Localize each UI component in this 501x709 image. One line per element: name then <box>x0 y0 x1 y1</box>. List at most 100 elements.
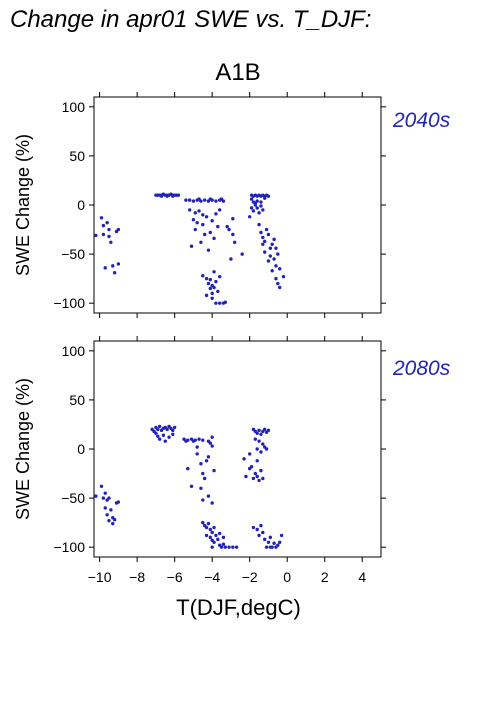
data-point <box>266 259 271 263</box>
data-point <box>261 530 265 535</box>
data-point <box>264 227 269 232</box>
data-point <box>206 248 211 252</box>
data-point <box>176 193 181 197</box>
data-point <box>206 521 211 526</box>
data-point <box>244 474 248 479</box>
data-point <box>276 281 280 286</box>
data-point <box>109 240 113 245</box>
data-point <box>264 447 269 451</box>
data-point <box>268 545 273 549</box>
data-point <box>276 252 280 256</box>
data-point <box>157 424 162 429</box>
data-point <box>270 269 274 273</box>
data-point <box>262 537 267 542</box>
data-point <box>232 240 237 245</box>
y-tick-label: 100 <box>62 99 86 115</box>
data-point <box>107 227 111 232</box>
x-tick-label: 2 <box>321 569 329 585</box>
panel-label: 2040s <box>392 109 451 132</box>
data-point <box>217 531 222 536</box>
data-point <box>94 494 98 498</box>
data-point <box>105 513 109 517</box>
data-point <box>201 471 205 476</box>
data-point <box>255 199 259 203</box>
data-point <box>163 439 167 443</box>
data-point <box>217 208 222 212</box>
data-point <box>266 540 271 544</box>
data-point <box>262 196 267 200</box>
data-point <box>212 236 216 241</box>
data-point <box>101 496 106 500</box>
data-point <box>184 439 188 443</box>
data-point <box>266 232 271 237</box>
data-point <box>204 533 209 538</box>
data-point <box>251 200 256 204</box>
data-point <box>208 277 213 282</box>
data-point <box>210 296 214 300</box>
data-point <box>112 271 117 275</box>
data-point <box>214 199 218 203</box>
data-point <box>274 264 278 268</box>
data-point <box>193 211 197 215</box>
data-point <box>223 545 228 549</box>
x-tick-label: 0 <box>283 569 291 585</box>
data-point <box>201 498 205 502</box>
data-point <box>210 501 214 505</box>
data-point <box>247 466 252 471</box>
data-point <box>172 425 177 430</box>
data-point <box>171 432 175 436</box>
data-point <box>262 239 267 244</box>
data-point <box>217 274 222 279</box>
data-point <box>202 198 207 202</box>
data-point <box>116 500 121 504</box>
data-point <box>227 227 231 232</box>
data-point <box>157 437 162 441</box>
data-point <box>191 439 196 443</box>
data-point <box>216 537 220 542</box>
data-point <box>255 447 259 451</box>
data-point <box>257 211 261 215</box>
data-point <box>199 462 203 466</box>
data-point <box>210 291 214 296</box>
data-point <box>206 455 211 459</box>
data-point <box>274 246 278 250</box>
data-point <box>251 525 256 530</box>
data-point <box>195 452 199 456</box>
data-point <box>259 468 263 473</box>
data-point <box>210 530 214 535</box>
data-point <box>195 220 199 225</box>
data-point <box>202 476 207 481</box>
x-tick-label: 4 <box>358 569 366 585</box>
data-point <box>210 545 214 549</box>
data-point <box>208 441 213 445</box>
data-point <box>171 194 175 198</box>
data-point <box>214 301 218 305</box>
data-point <box>268 246 273 250</box>
scenario-label: A1B <box>215 59 260 86</box>
data-point <box>171 428 175 433</box>
data-point <box>208 286 213 291</box>
data-point <box>101 223 106 228</box>
data-point <box>253 471 258 476</box>
data-point <box>201 213 205 217</box>
data-point <box>261 208 265 212</box>
data-point <box>208 197 213 201</box>
data-point <box>197 209 201 213</box>
panel-label: 2080s <box>392 357 451 380</box>
data-point <box>261 242 265 246</box>
data-point <box>197 437 201 441</box>
y-tick-label: −100 <box>53 539 85 555</box>
data-point <box>210 435 214 439</box>
data-point <box>272 257 276 261</box>
data-point <box>103 506 107 510</box>
data-point <box>219 545 224 549</box>
data-point <box>161 433 166 437</box>
data-point <box>253 437 258 441</box>
data-point <box>257 428 261 433</box>
data-point <box>195 445 199 449</box>
data-point <box>257 222 261 227</box>
data-point <box>208 527 213 532</box>
y-tick-label: 0 <box>77 197 85 213</box>
data-point <box>159 194 164 198</box>
data-point <box>210 283 214 288</box>
